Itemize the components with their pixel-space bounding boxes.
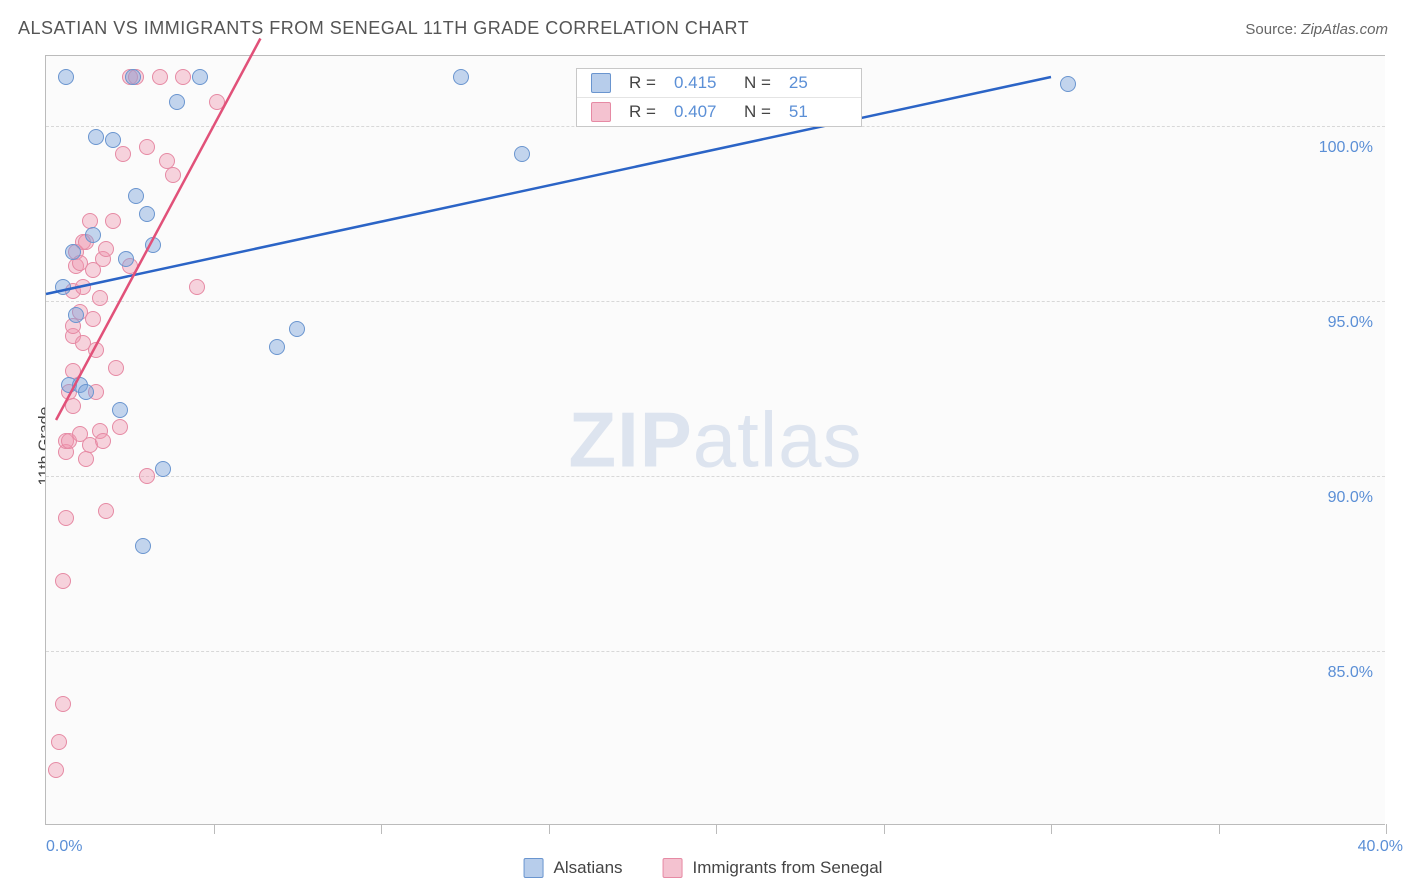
legend-label-senegal: Immigrants from Senegal <box>693 858 883 878</box>
source-attribution: Source: ZipAtlas.com <box>1245 21 1388 38</box>
x-tick <box>1219 824 1220 834</box>
x-tick <box>884 824 885 834</box>
stats-r-label: R = <box>629 73 656 93</box>
stats-swatch-alsatians <box>591 73 611 93</box>
stats-r-value-senegal: 0.407 <box>674 102 726 122</box>
title-bar: ALSATIAN VS IMMIGRANTS FROM SENEGAL 11TH… <box>18 18 1388 39</box>
x-tick <box>214 824 215 834</box>
plot-area: ZIPatlas R = 0.415 N = 25 R = 0.407 N = … <box>45 55 1385 825</box>
x-axis-min-label: 0.0% <box>46 838 82 856</box>
stats-n-value-alsatians: 25 <box>789 73 841 93</box>
legend-swatch-alsatians <box>524 858 544 878</box>
trendline <box>56 39 260 421</box>
legend: Alsatians Immigrants from Senegal <box>524 858 883 878</box>
x-axis-max-label: 40.0% <box>1358 838 1403 856</box>
x-tick <box>1386 824 1387 834</box>
correlation-stats-box: R = 0.415 N = 25 R = 0.407 N = 51 <box>576 68 862 127</box>
x-tick <box>1051 824 1052 834</box>
x-tick <box>716 824 717 834</box>
stats-r-value-alsatians: 0.415 <box>674 73 726 93</box>
legend-item-senegal: Immigrants from Senegal <box>663 858 883 878</box>
stats-r-label-2: R = <box>629 102 656 122</box>
x-tick <box>549 824 550 834</box>
stats-n-label-2: N = <box>744 102 771 122</box>
legend-item-alsatians: Alsatians <box>524 858 623 878</box>
chart-title: ALSATIAN VS IMMIGRANTS FROM SENEGAL 11TH… <box>18 18 749 39</box>
stats-n-value-senegal: 51 <box>789 102 841 122</box>
x-tick <box>381 824 382 834</box>
stats-swatch-senegal <box>591 102 611 122</box>
trendline <box>46 77 1051 294</box>
source-name: ZipAtlas.com <box>1301 21 1388 38</box>
trendlines-layer <box>46 56 1385 824</box>
source-prefix: Source: <box>1245 21 1301 38</box>
stats-n-label: N = <box>744 73 771 93</box>
stats-row-alsatians: R = 0.415 N = 25 <box>577 69 861 98</box>
legend-swatch-senegal <box>663 858 683 878</box>
legend-label-alsatians: Alsatians <box>554 858 623 878</box>
stats-row-senegal: R = 0.407 N = 51 <box>577 98 861 126</box>
